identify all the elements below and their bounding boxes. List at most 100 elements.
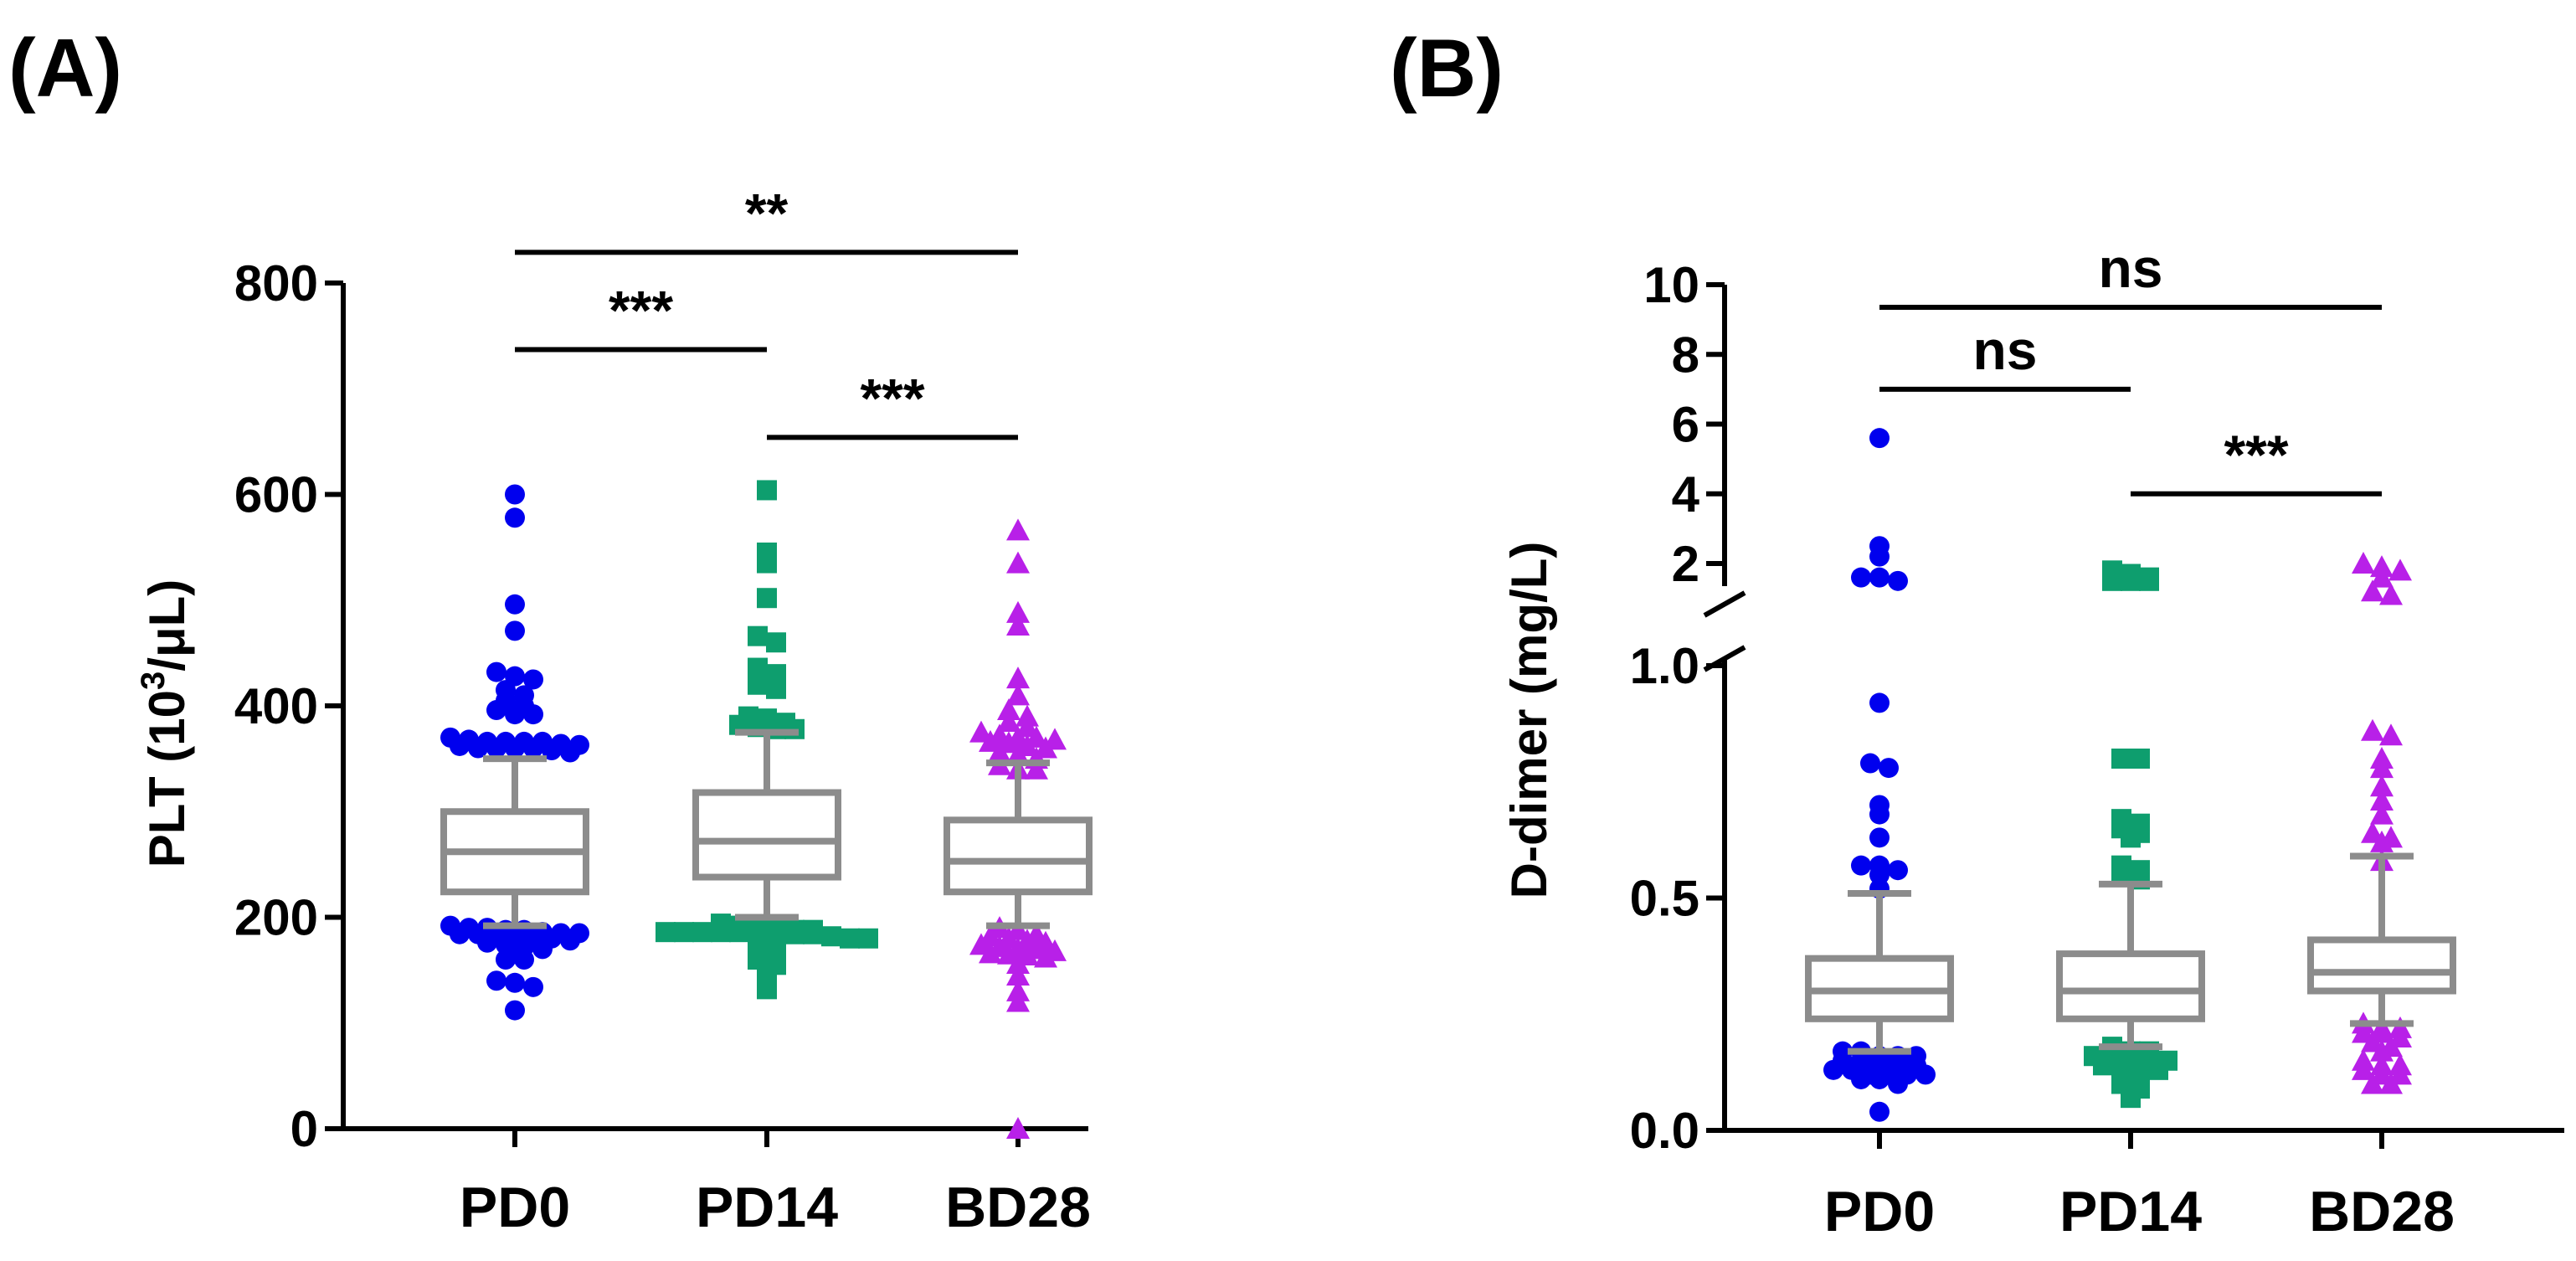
y-tick-label: 0.0 [1630,1103,1699,1159]
data-point-bd28 [2379,583,2403,605]
data-point-pd14 [766,632,786,653]
data-point-bd28 [2370,756,2393,779]
data-point-pd0 [477,932,497,953]
comparison-pd14-bd28: *** [767,367,1018,440]
data-point-pd0 [1888,570,1908,591]
panel-a-y-axis-title: PLT (103/μL) [135,579,195,868]
data-point-bd28 [1006,990,1030,1012]
y-tick-label: 4 [1672,466,1700,522]
significance-label: ns [2098,237,2162,299]
data-point-bd28 [2379,1072,2403,1094]
data-point-bd28 [1025,757,1048,780]
data-point-pd0 [505,1000,525,1021]
panel-b-x-tick-label: PD0 [1824,1180,1935,1243]
significance-label: ** [745,182,789,244]
data-point-pd0 [1869,864,1890,885]
data-point-bd28 [1034,945,1057,968]
box-pd14 [2056,880,2205,1051]
data-point-pd14 [2093,1055,2113,1076]
box-bd28 [2307,852,2456,1027]
data-point-pd14 [858,928,878,949]
data-point-bd28 [2361,579,2384,602]
data-point-bd28 [2361,718,2384,741]
data-point-pd14 [2139,570,2159,591]
data-point-bd28 [997,698,1021,721]
data-point-pd14 [729,922,749,943]
data-point-pd0 [1879,758,1899,779]
data-point-bd28 [2352,552,2375,574]
data-point-pd0 [450,924,470,944]
data-point-bd28 [2370,802,2393,825]
y-tick-label: 1.0 [1630,638,1699,694]
significance-label: *** [609,280,673,342]
panel-b-label: (B) [1390,22,1504,114]
data-point-pd14 [2148,1059,2168,1080]
panel-b: (B) D-dimer (mg/L) 0.0 0.5 1.0 2 4 6 8 10 PD0 P… [1390,22,2564,1243]
data-point-pd14 [692,922,712,943]
data-point-pd0 [532,939,553,960]
data-point-pd14 [757,588,777,609]
panel-a-label: (A) [8,22,122,114]
data-point-pd0 [450,735,470,756]
data-point-pd0 [1869,546,1890,567]
data-point-pd0 [468,738,488,759]
data-point-pd14 [2121,570,2141,591]
box-pd0 [1805,889,1954,1055]
data-point-bd28 [1006,683,1030,706]
panel-b-x-ticks: PD0 PD14 BD28 [1824,1130,2455,1243]
y-tick-label: 10 [1643,257,1699,313]
data-point-pd14 [748,625,768,646]
data-point-pd0 [496,950,516,970]
data-point-pd0 [1869,1101,1890,1122]
comparison-pd0-pd14: *** [515,280,767,353]
data-point-pd14 [757,553,777,574]
box-pd0 [440,755,589,929]
data-point-bd28 [1006,551,1030,574]
panel-a-boxes [440,728,1093,929]
data-point-pd0 [560,742,580,763]
data-point-pd14 [840,928,860,949]
data-point-pd0 [523,704,543,725]
y-tick-label: 200 [234,890,318,946]
box-pd14 [692,728,841,921]
panel-a-ylabel-tail: /μL) [139,579,195,672]
box-bd28 [944,759,1093,929]
data-point-pd0 [514,950,534,970]
data-point-bd28 [979,729,1002,752]
box-iqr [692,789,841,881]
data-point-bd28 [1006,963,1030,986]
data-point-bd28 [1006,1117,1030,1139]
data-point-bd28 [988,740,1011,763]
data-point-pd0 [1888,860,1908,881]
data-point-pd0 [505,738,525,759]
data-point-pd0 [1851,855,1871,876]
data-point-pd14 [757,979,777,1000]
data-point-pd0 [1888,1073,1908,1094]
data-point-pd0 [1869,567,1890,588]
data-point-bd28 [2370,775,2393,797]
data-point-pd14 [2121,1088,2141,1109]
data-point-pd14 [757,480,777,501]
panel-b-y-ticks: 0.0 0.5 1.0 2 4 6 8 10 [1630,257,1725,1159]
data-point-pd0 [1915,1064,1936,1085]
data-point-pd14 [711,922,731,943]
panel-a-y-ticks: 0 200 400 600 800 [234,255,343,1157]
significance-label: *** [860,367,924,429]
data-point-pd0 [505,507,525,528]
data-point-pd0 [1869,804,1890,825]
data-point-pd14 [674,922,694,943]
y-tick-label: 0 [291,1101,318,1157]
comparison-pd14-bd28: *** [2131,424,2382,497]
data-point-pd14 [2102,570,2122,591]
panel-b-boxes [1805,852,2456,1055]
data-point-pd0 [523,669,543,690]
data-point-bd28 [2361,1072,2384,1094]
data-point-bd28 [997,709,1021,732]
panel-a-significance: ******** [515,182,1018,440]
panel-a-ylabel-sup: 3 [135,672,172,690]
data-point-pd0 [1869,827,1890,848]
significance-label: ns [1972,319,2037,381]
panel-b-axis-break-mark [1703,590,1746,672]
y-tick-label: 2 [1672,536,1699,592]
